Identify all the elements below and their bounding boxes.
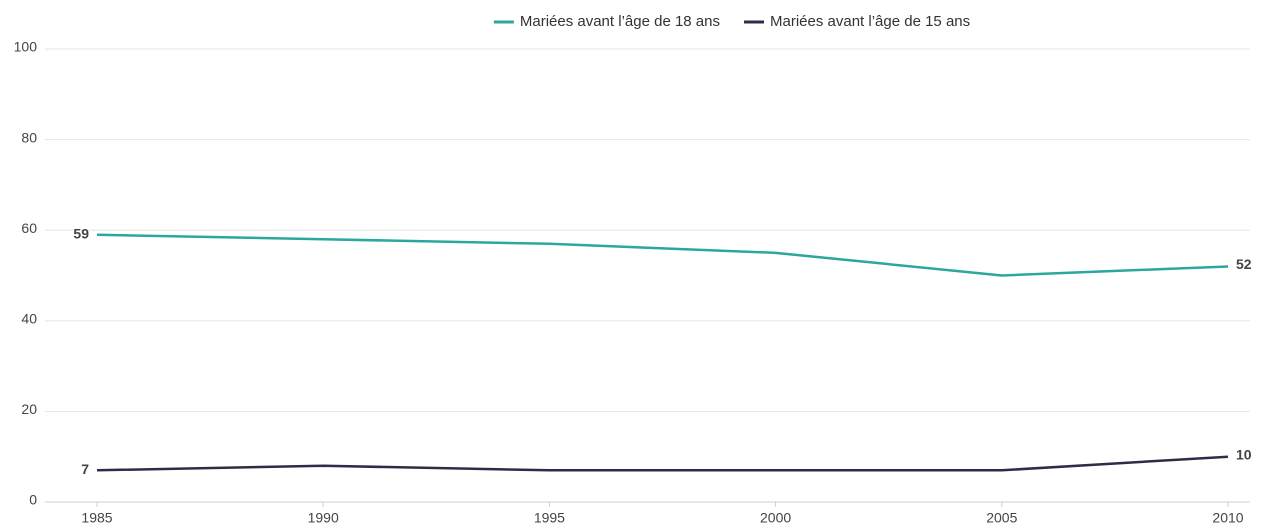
y-tick-label: 0	[29, 492, 37, 508]
y-tick-label: 100	[14, 39, 38, 55]
y-tick-label: 60	[21, 220, 37, 236]
series-line	[96, 455, 1229, 472]
x-tick-label: 1995	[534, 510, 565, 526]
x-tick-label: 1985	[81, 510, 112, 526]
x-tick-label: 1990	[308, 510, 339, 526]
y-tick-label: 40	[21, 311, 37, 327]
y-tick-label: 20	[21, 401, 37, 417]
x-tick-label: 2005	[986, 510, 1017, 526]
data-label: 59	[73, 225, 89, 241]
x-tick-label: 2000	[760, 510, 791, 526]
x-tick-label: 2010	[1212, 510, 1243, 526]
legend-label: Mariées avant l’âge de 15 ans	[770, 13, 970, 30]
data-label: 7	[81, 461, 89, 477]
y-tick-label: 80	[21, 129, 37, 145]
legend-label: Mariées avant l’âge de 18 ans	[520, 13, 720, 30]
data-label: 10	[1236, 446, 1252, 462]
data-label: 52	[1236, 256, 1252, 272]
series-line	[96, 233, 1229, 277]
